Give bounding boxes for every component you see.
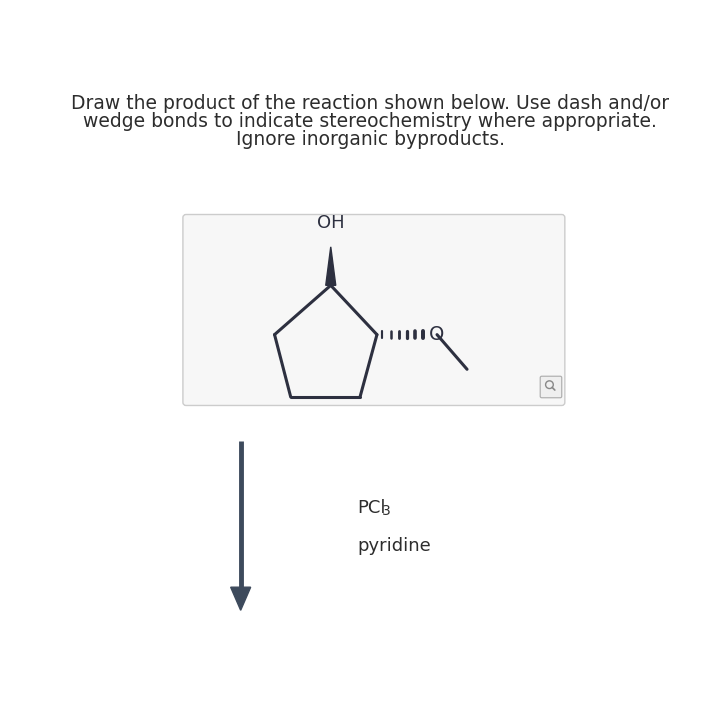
FancyBboxPatch shape [183, 215, 565, 405]
Text: Draw the product of the reaction shown below. Use dash and/or: Draw the product of the reaction shown b… [71, 95, 669, 113]
Text: O: O [429, 325, 444, 344]
Text: pyridine: pyridine [357, 538, 432, 556]
Text: 3: 3 [383, 504, 391, 518]
Text: OH: OH [317, 214, 344, 232]
Text: PCl: PCl [357, 499, 386, 517]
Polygon shape [230, 587, 251, 610]
FancyBboxPatch shape [540, 376, 562, 398]
Text: wedge bonds to indicate stereochemistry where appropriate.: wedge bonds to indicate stereochemistry … [83, 112, 657, 131]
Text: Ignore inorganic byproducts.: Ignore inorganic byproducts. [235, 130, 505, 149]
Polygon shape [326, 247, 336, 286]
